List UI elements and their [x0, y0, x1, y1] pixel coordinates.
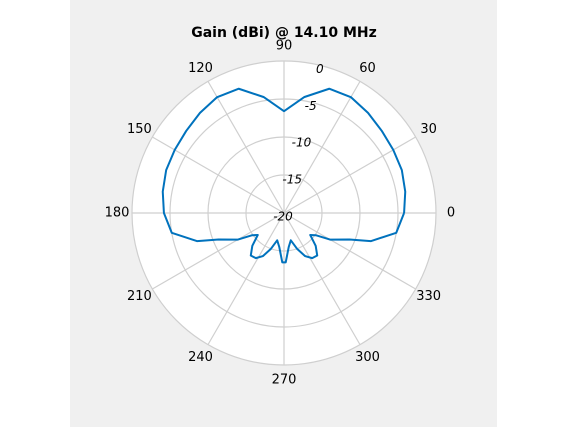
r-tick-label: 0	[316, 62, 324, 76]
theta-tick-label: 270	[272, 373, 297, 388]
theta-tick-label: 300	[355, 350, 380, 365]
grid-spoke	[283, 212, 361, 345]
theta-tick-label: 180	[105, 206, 130, 221]
r-tick-label: -5	[305, 99, 317, 113]
theta-tick-label: 120	[188, 61, 213, 76]
r-tick-label: -10	[292, 136, 312, 150]
r-tick-label: -15	[282, 173, 302, 187]
theta-tick-label: 150	[127, 122, 152, 137]
grid-spoke	[207, 81, 285, 214]
theta-tick-label: 90	[276, 39, 293, 54]
theta-tick-label: 60	[359, 61, 376, 76]
theta-tick-label: 0	[447, 206, 455, 221]
theta-tick-label: 330	[416, 289, 441, 304]
grid-spoke	[152, 212, 285, 290]
grid-spoke	[283, 212, 416, 290]
theta-tick-label: 210	[127, 289, 152, 304]
theta-tick-label: 30	[420, 122, 437, 137]
chart-title: Gain (dBi) @ 14.10 MHz	[191, 25, 377, 41]
theta-tick-label: 240	[188, 350, 213, 365]
r-tick-label: -20	[273, 209, 293, 223]
grid-spoke	[283, 81, 361, 214]
pattern-line	[161, 87, 407, 264]
grid-spoke	[207, 212, 285, 345]
